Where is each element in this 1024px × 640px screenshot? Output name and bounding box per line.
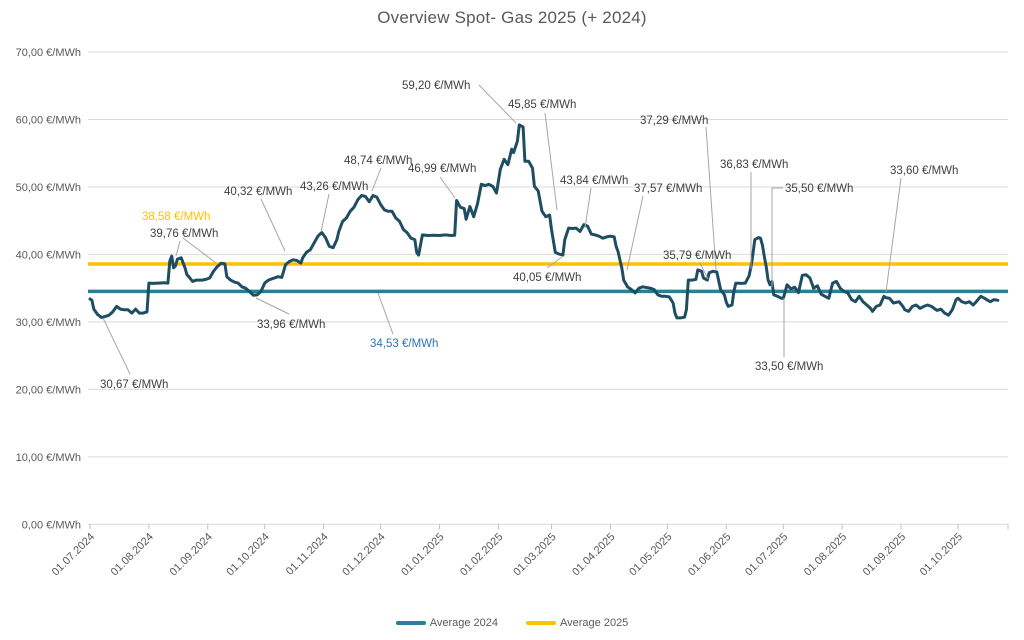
x-axis-label: 01.07.2024 (50, 531, 97, 578)
annotation-label: 40,05 €/MWh (513, 272, 581, 284)
spot-price-line (88, 123, 1000, 320)
annotation-label: 45,85 €/MWh (508, 99, 576, 111)
annotation-label: 30,67 €/MWh (100, 379, 168, 391)
annotation-leader (705, 126, 717, 271)
annotation-label: 37,57 €/MWh (634, 183, 702, 195)
annotation-leader (371, 167, 382, 192)
x-axis-label: 01.11.2024 (284, 531, 331, 578)
annotation-leader (260, 198, 286, 252)
annotation-label: 40,32 €/MWh (224, 186, 292, 198)
chart-title: Overview Spot- Gas 2025 (+ 2024) (377, 8, 647, 27)
annotation-label: 35,79 €/MWh (663, 250, 731, 262)
y-axis-label: 30,00 €/MWh (16, 317, 81, 329)
annotation-leader (439, 176, 456, 199)
chart-legend: Average 2024 Average 2025 (0, 617, 1024, 629)
x-axis-label: 01.08.2024 (109, 531, 156, 578)
legend-item-average-2024: Average 2024 (395, 617, 498, 629)
x-axis-label: 01.04.2025 (570, 531, 617, 578)
annotation-leader (885, 177, 902, 293)
y-axis-label: 50,00 €/MWh (16, 182, 81, 194)
annotation-leader (175, 240, 181, 257)
annotation-label: 43,26 €/MWh (300, 181, 368, 193)
annotation-leader (699, 262, 709, 280)
annotation-leader (320, 193, 330, 233)
x-axis-label: 01.07.2025 (743, 531, 790, 578)
annotation-leader (546, 256, 563, 269)
x-axis-label: 01.03.2025 (511, 531, 558, 578)
annotation-label: 43,84 €/MWh (560, 175, 628, 187)
annotation-label: 59,20 €/MWh (402, 80, 470, 92)
legend-label-average-2025: Average 2025 (560, 617, 629, 629)
annotation-leader (478, 84, 517, 124)
annotation-label: 33,50 €/MWh (755, 361, 823, 373)
annotation-label: 34,53 €/MWh (370, 338, 438, 350)
y-axis-label: 10,00 €/MWh (16, 452, 81, 464)
annotation-label: 38,58 €/MWh (142, 211, 210, 223)
x-axis-label: 01.10.2024 (224, 531, 271, 578)
legend-label-average-2024: Average 2024 (429, 617, 498, 629)
y-axis-label: 0,00 €/MWh (22, 519, 81, 531)
y-axis-label: 60,00 €/MWh (16, 114, 81, 126)
legend-line-average-2024 (395, 621, 426, 625)
annotation-label: 37,29 €/MWh (640, 115, 708, 127)
annotation-leader (102, 317, 131, 375)
annotation-leader (255, 297, 290, 315)
annotation-label: 33,60 €/MWh (890, 165, 958, 177)
x-axis-label: 01.12.2024 (340, 531, 387, 578)
annotation-leader (771, 187, 783, 287)
y-axis-label: 70,00 €/MWh (16, 47, 81, 59)
annotation-label: 33,96 €/MWh (257, 319, 325, 331)
annotation-label: 39,76 €/MWh (150, 228, 218, 240)
x-axis-label: 01.09.2024 (167, 531, 214, 578)
annotation-leader (182, 237, 217, 264)
y-axis-label: 20,00 €/MWh (16, 384, 81, 396)
annotation-leader (377, 292, 394, 335)
x-axis-label: 01.05.2025 (627, 531, 674, 578)
y-axis-label: 40,00 €/MWh (16, 249, 81, 261)
legend-line-average-2025 (526, 621, 556, 625)
legend-item-average-2025: Average 2025 (526, 617, 628, 629)
annotation-label: 46,99 €/MWh (408, 163, 476, 175)
annotation-leader (544, 112, 558, 211)
x-axis-label: 01.09.2025 (861, 531, 908, 578)
x-axis-label: 01.10.2025 (918, 531, 965, 578)
annotation-leader (626, 195, 644, 271)
x-axis-label: 01.06.2025 (686, 531, 733, 578)
x-axis-label: 01.01.2025 (399, 531, 446, 578)
annotation-label: 36,83 €/MWh (720, 159, 788, 171)
x-axis-label: 01.08.2025 (802, 531, 849, 578)
annotation-leader (584, 187, 592, 229)
x-axis-label: 01.02.2025 (458, 531, 505, 578)
annotation-label: 35,50 €/MWh (785, 183, 853, 195)
annotation-label: 48,74 €/MWh (344, 155, 412, 167)
